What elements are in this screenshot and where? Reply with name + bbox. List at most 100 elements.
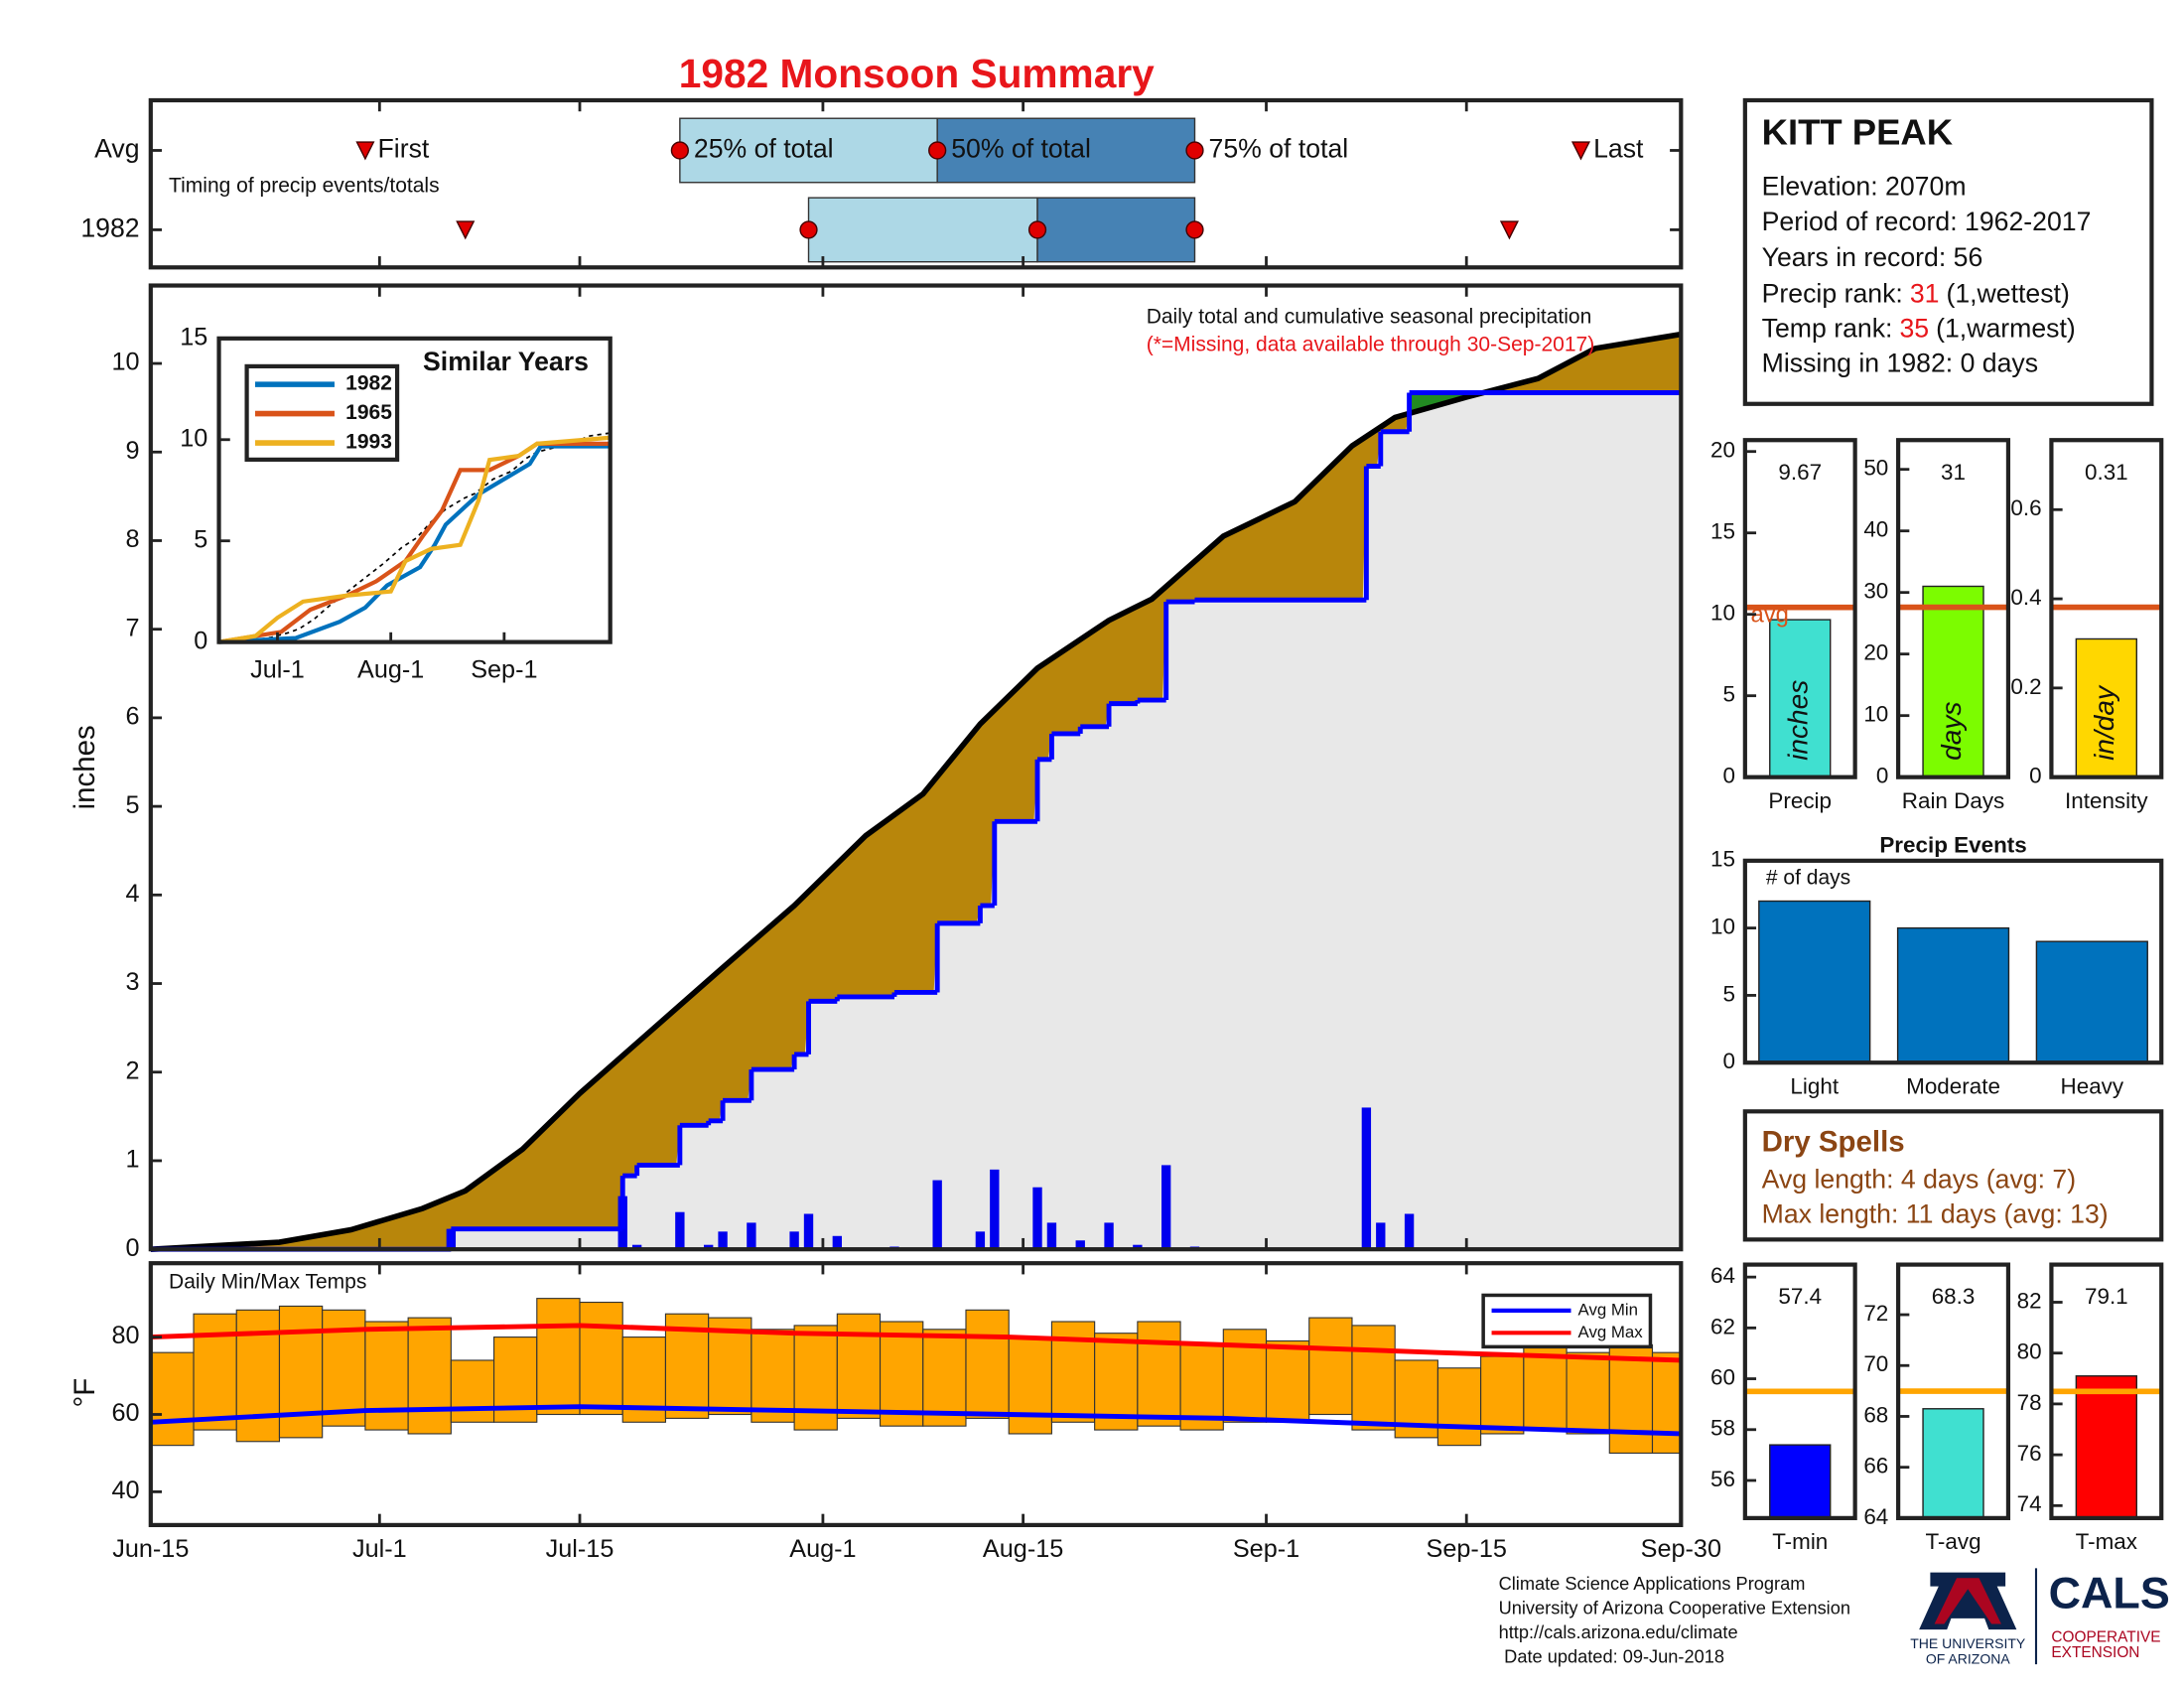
data-label: 68.3 <box>1932 1284 1976 1309</box>
temp-range-bar <box>965 1309 1010 1419</box>
y-tick-label: 70 <box>1863 1351 1888 1376</box>
temp-range-bar <box>836 1313 882 1419</box>
missing-note: (*=Missing, data available through 30-Se… <box>1147 333 1595 355</box>
daily-precip-bar <box>1075 1240 1085 1250</box>
y-tick-label: 3 <box>126 968 140 996</box>
legend-label: Avg Min <box>1578 1300 1638 1319</box>
y-tick-label: 0 <box>2029 764 2041 788</box>
percentile-marker <box>670 141 689 160</box>
logo-extension: COOPERATIVE <box>2051 1629 2160 1646</box>
temp-range-bar <box>708 1317 752 1416</box>
station-info: Period of record: 1962-2017 <box>1762 207 2092 236</box>
y-tick-label: 80 <box>2017 1339 2042 1364</box>
similar-year-line <box>218 435 611 644</box>
y-tick-label: 78 <box>2017 1390 2042 1415</box>
chart-subtitle: Daily total and cumulative seasonal prec… <box>1147 305 1592 328</box>
percentile-label: 75% of total <box>1209 134 1349 164</box>
y-tick-label: 4 <box>126 880 140 908</box>
axes-frame <box>1896 438 2011 779</box>
timing-caption: Timing of precip events/totals <box>169 175 440 198</box>
axes-frame <box>148 283 1684 1252</box>
legend-label: 1993 <box>345 431 392 454</box>
x-tick-label: Sep-30 <box>1641 1535 1721 1563</box>
data-label: 79.1 <box>2085 1284 2128 1309</box>
dry-spells-line: Max length: 11 days (avg: 13) <box>1762 1199 2109 1229</box>
y-tick-label: 60 <box>1710 1364 1735 1389</box>
temp-range-bar <box>1436 1367 1482 1447</box>
daily-precip-bar <box>703 1244 714 1250</box>
temp-range-bar <box>1137 1321 1181 1427</box>
axes-frame <box>2049 438 2164 779</box>
y-tick-label: 0 <box>126 1234 140 1262</box>
timing-box-lower <box>807 197 1038 263</box>
average-temp-line <box>150 1404 1682 1437</box>
y-tick-label: 76 <box>2017 1441 2042 1466</box>
y-tick-label: 5 <box>194 525 207 553</box>
y-tick-label: 58 <box>1710 1416 1735 1441</box>
temp-range-bar <box>536 1298 581 1416</box>
category-label: Rain Days <box>1902 788 2005 813</box>
row-label: Avg <box>94 134 139 164</box>
axes-frame <box>148 1261 1684 1527</box>
x-tick-label: Jul-1 <box>352 1535 407 1563</box>
event-label: First <box>378 134 430 164</box>
data-label: 0.31 <box>2085 460 2128 485</box>
y-tick-label: 20 <box>1863 640 1888 665</box>
rank-label: Precip rank: <box>1762 278 1903 308</box>
y-tick-label: 72 <box>1863 1301 1888 1326</box>
footer-line: University of Arizona Cooperative Extens… <box>1499 1598 1850 1618</box>
y-tick-label: 80 <box>112 1322 140 1349</box>
y-tick-label: 9 <box>126 437 140 465</box>
rank-note: (1,warmest) <box>1936 313 2076 343</box>
station-rank: Temp rank: 35 (1,warmest) <box>1762 313 2076 343</box>
bar <box>1769 619 1832 778</box>
daily-precip-bar <box>1133 1244 1143 1250</box>
temp-range-bar <box>193 1313 237 1431</box>
bar <box>2035 940 2148 1063</box>
y-tick-label: 15 <box>180 324 207 352</box>
event-marker <box>456 220 476 240</box>
station-missing: Missing in 1982: 0 days <box>1762 349 2038 378</box>
temp-range-bar <box>1308 1317 1353 1416</box>
footer-line: http://cals.arizona.edu/climate <box>1499 1621 1738 1642</box>
temp-range-bar <box>1566 1351 1610 1435</box>
daily-precip-bar <box>747 1222 756 1250</box>
x-tick-label: Jul-1 <box>250 656 305 684</box>
y-tick-label: 7 <box>126 614 140 641</box>
y-tick-label: 50 <box>1863 456 1888 481</box>
percentile-marker <box>799 220 818 239</box>
x-tick-label: Sep-1 <box>1233 1535 1299 1563</box>
axes-frame <box>148 97 1684 270</box>
bar <box>1769 1444 1832 1519</box>
event-marker <box>355 141 375 161</box>
bar <box>2075 637 2137 778</box>
bar <box>1758 900 1871 1063</box>
rank-value: 35 <box>1899 313 1929 343</box>
x-tick-label: Aug-1 <box>789 1535 856 1563</box>
timing-box-lower <box>679 117 938 184</box>
category-label: Moderate <box>1906 1073 2000 1098</box>
daily-precip-bar <box>675 1211 685 1250</box>
daily-precip-bar <box>832 1235 843 1250</box>
y-tick-label: 10 <box>112 349 140 376</box>
logo-extension: EXTENSION <box>2051 1644 2139 1661</box>
percentile-marker <box>1185 141 1204 160</box>
y-axis-label: inches <box>68 725 101 809</box>
y-tick-label: 68 <box>1863 1402 1888 1427</box>
data-label: 31 <box>1941 460 1966 485</box>
bar <box>1922 1408 1984 1519</box>
x-tick-label: Jun-15 <box>112 1535 189 1563</box>
temp-range-bar <box>793 1325 838 1431</box>
logo-a-inner <box>1934 1578 2001 1624</box>
unit-label: inches <box>1783 680 1814 761</box>
bar <box>1922 585 1984 778</box>
daily-precip-bar <box>990 1169 1000 1250</box>
daily-precip-bar <box>718 1231 728 1250</box>
y-tick-label: 62 <box>1710 1314 1735 1338</box>
legend-label: Avg Max <box>1578 1323 1644 1341</box>
y-tick-label: 40 <box>112 1477 140 1504</box>
y-tick-label: 0.2 <box>2010 674 2041 699</box>
temp-range-bar <box>1523 1343 1568 1431</box>
event-marker <box>1499 220 1519 240</box>
